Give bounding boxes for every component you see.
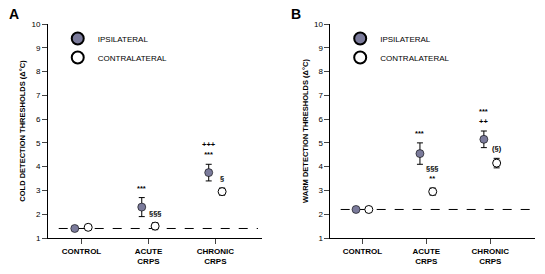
svg-text:9: 9 xyxy=(36,44,41,53)
svg-text:4: 4 xyxy=(36,162,41,171)
svg-text:10: 10 xyxy=(31,20,40,29)
svg-text:(§): (§) xyxy=(492,144,502,153)
svg-text:10: 10 xyxy=(314,20,323,29)
svg-text:IPSILATERAL: IPSILATERAL xyxy=(380,35,431,44)
svg-text:2: 2 xyxy=(36,210,41,219)
svg-text:CONTROL: CONTROL xyxy=(62,247,102,256)
svg-text:A: A xyxy=(9,6,19,22)
svg-text:6: 6 xyxy=(318,115,323,124)
svg-text:1: 1 xyxy=(318,234,323,243)
svg-text:5: 5 xyxy=(318,139,323,148)
svg-text:***: *** xyxy=(137,184,146,193)
svg-text:CONTROL: CONTROL xyxy=(343,247,383,256)
svg-text:IPSILATERAL: IPSILATERAL xyxy=(98,35,149,44)
svg-text:5: 5 xyxy=(36,139,41,148)
svg-text:+++***: +++*** xyxy=(202,140,216,159)
svg-text:B: B xyxy=(291,6,301,22)
svg-text:6: 6 xyxy=(36,115,41,124)
svg-text:3: 3 xyxy=(318,186,323,195)
svg-text:§: § xyxy=(220,174,224,183)
svg-text:3: 3 xyxy=(36,186,41,195)
svg-text:CONTRALATERAL: CONTRALATERAL xyxy=(98,54,167,63)
svg-text:§§§**: §§§** xyxy=(426,164,439,183)
svg-text:8: 8 xyxy=(36,67,41,76)
svg-text:2: 2 xyxy=(318,210,323,219)
svg-text:7: 7 xyxy=(36,91,41,100)
svg-text:WARM DETECTION THRESHOLDS (Δ°C: WARM DETECTION THRESHOLDS (Δ°C) xyxy=(301,59,310,203)
svg-text:9: 9 xyxy=(318,44,323,53)
svg-text:***++: ***++ xyxy=(479,107,488,126)
svg-text:***: *** xyxy=(415,129,424,138)
svg-text:8: 8 xyxy=(318,67,323,76)
svg-text:4: 4 xyxy=(318,162,323,171)
svg-text:1: 1 xyxy=(36,234,41,243)
svg-text:ACUTECRPS: ACUTECRPS xyxy=(135,247,163,266)
svg-text:§§§: §§§ xyxy=(149,209,162,218)
svg-text:7: 7 xyxy=(318,91,323,100)
svg-text:CHRONICCRPS: CHRONICCRPS xyxy=(197,247,235,266)
svg-text:CONTRALATERAL: CONTRALATERAL xyxy=(380,54,449,63)
svg-text:COLD DETECTION THRESHOLDS (Δ°C: COLD DETECTION THRESHOLDS (Δ°C) xyxy=(18,60,27,202)
svg-text:CHRONICCRPS: CHRONICCRPS xyxy=(472,247,510,266)
svg-text:ACUTECRPS: ACUTECRPS xyxy=(413,247,441,266)
